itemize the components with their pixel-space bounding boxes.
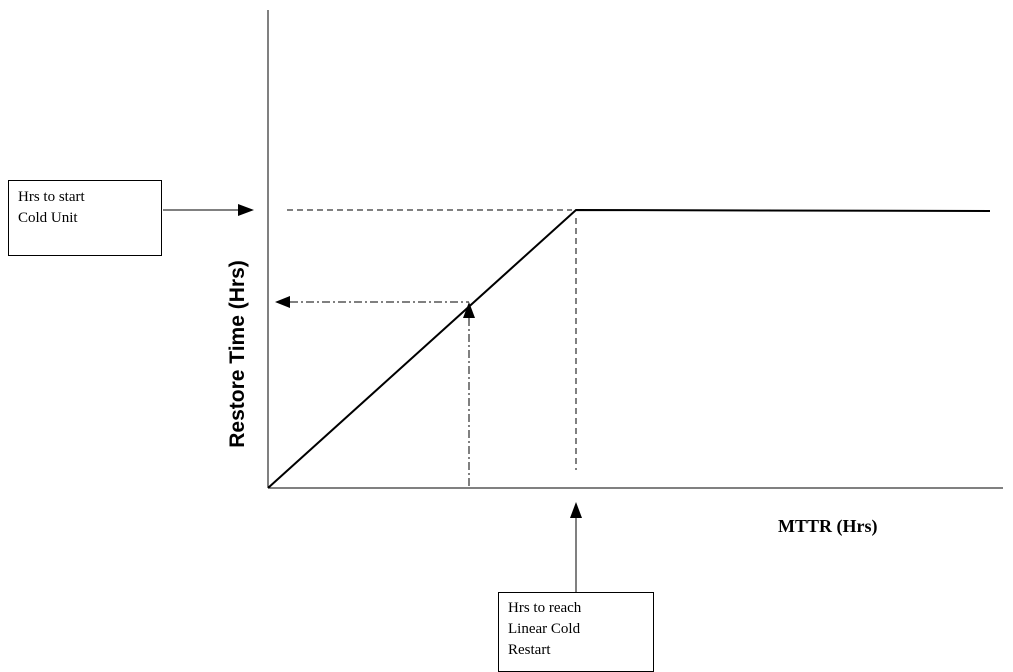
callout-line: Hrs to start bbox=[18, 189, 85, 205]
restore-time-curve bbox=[267, 208, 991, 489]
linear-restart-arrowhead bbox=[570, 502, 582, 518]
cold-unit-callout: Hrs to start Cold Unit bbox=[8, 180, 162, 256]
callout-line: Restart bbox=[508, 642, 551, 658]
callout-line: Linear Cold bbox=[508, 621, 581, 637]
callout-line: Cold Unit bbox=[18, 210, 78, 226]
callout-line: Hrs to reach bbox=[508, 600, 582, 616]
cold-unit-arrowhead bbox=[238, 204, 254, 216]
linear-restart-callout: Hrs to reach Linear Cold Restart bbox=[498, 592, 654, 672]
x-axis-label: MTTR (Hrs) bbox=[778, 516, 878, 536]
lookup-left-arrowhead bbox=[275, 296, 290, 308]
y-axis-label: Restore Time (Hrs) bbox=[226, 260, 249, 448]
lookup-up-arrowhead bbox=[463, 302, 475, 318]
